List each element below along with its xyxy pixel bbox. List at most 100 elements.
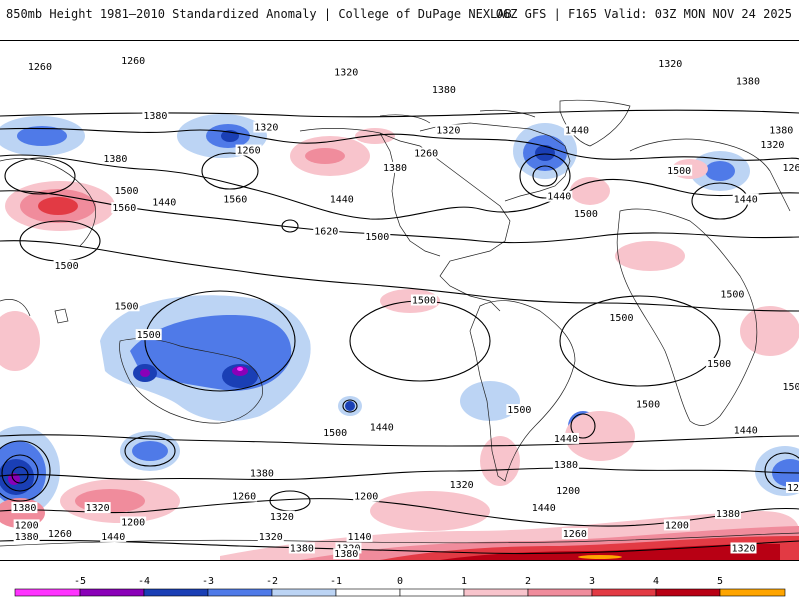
contour-label: 1260	[237, 146, 261, 157]
contour-label-bg	[313, 225, 340, 237]
contour-label: 1500	[636, 399, 660, 410]
contour-label-bg	[151, 196, 178, 208]
contour-label-bg	[410, 294, 437, 306]
contour-label: 1560	[223, 195, 247, 206]
contour-label: 1440	[554, 434, 578, 445]
colorbar-tick-label: 2	[525, 576, 531, 587]
contour-label-bg	[257, 530, 284, 542]
contour-label: 1320	[658, 59, 682, 70]
contour-label-bg	[786, 481, 799, 493]
contour-label: 1200	[121, 518, 145, 529]
contour-label-bg	[231, 490, 258, 502]
contour-label: 1500	[114, 301, 138, 312]
contour-label: 1440	[152, 197, 176, 208]
colorbar-swatch	[591, 588, 657, 597]
contour-label-bg	[448, 479, 475, 491]
colorbar-swatch	[719, 588, 786, 597]
contour-label-bg	[413, 147, 440, 159]
colorbar-swatch	[335, 588, 401, 597]
contour-label: 1500	[707, 359, 731, 370]
colorbar-tick-label: -5	[74, 576, 86, 587]
colorbar-swatch	[463, 588, 529, 597]
contour-labels: 1320 1320 1380 1260 1260 1380 1380 1320 1260 1380…	[11, 55, 799, 560]
contour-label: 1320	[86, 503, 110, 514]
contour-label: 1320	[254, 123, 278, 134]
contour-label: 1380	[554, 460, 578, 471]
colorbar-swatch	[79, 588, 145, 597]
contour-label: 1320	[270, 512, 294, 523]
contour-label-bg	[53, 259, 80, 271]
colorbar-swatch	[143, 588, 209, 597]
header: 850mb Height 1981–2010 Standardized Anom…	[0, 0, 800, 30]
contour-label: 1320	[436, 125, 460, 136]
contour-label-bg	[253, 121, 280, 133]
contour-label: 1320	[334, 68, 358, 79]
contour-label: 1380	[769, 125, 793, 136]
contour-label-bg	[368, 421, 395, 433]
contour-label: 1500	[323, 428, 347, 439]
contour-label-bg	[732, 193, 759, 205]
colorbar-swatches	[14, 588, 786, 597]
contour-label-bg	[288, 542, 315, 554]
contour-label-bg	[759, 138, 786, 150]
contour-label-bg	[235, 144, 262, 156]
contour-label: 1620	[314, 226, 338, 237]
contour-label-bg	[333, 66, 360, 78]
contour-label: 1380	[383, 163, 407, 174]
contour-label: 1260	[28, 62, 52, 73]
contour-label: 1260	[563, 529, 587, 540]
contour-label: 1440	[330, 195, 354, 206]
contour-label-bg	[546, 190, 573, 202]
contour-label-bg	[530, 502, 557, 514]
contour-label-bg	[102, 153, 129, 165]
contour-label-bg	[608, 311, 635, 323]
contour-label-bg	[768, 124, 795, 136]
coastlines	[0, 99, 799, 547]
colorbar-tick-label: 1	[461, 576, 467, 587]
colorbar-tick-label: 4	[653, 576, 659, 587]
colorbar-tick-label: 5	[717, 576, 723, 587]
contour-label-bg	[142, 109, 169, 121]
contour-label-bg	[364, 231, 391, 243]
contour-label: 1260	[121, 56, 145, 67]
contour-label: 1440	[532, 503, 556, 514]
map-title: 850mb Height 1981–2010 Standardized Anom…	[6, 7, 512, 21]
contour-label: 1380	[716, 509, 740, 520]
contour-label: 1500	[667, 166, 691, 177]
contour-label: 1200	[15, 520, 39, 531]
contour-label-bg	[333, 548, 360, 560]
contour-label: 1500	[137, 330, 161, 341]
model-run-info: 06Z GFS | F165 Valid: 03Z MON NOV 24 202…	[495, 7, 792, 21]
colorbar-swatch	[14, 588, 81, 597]
contour-label-bg	[506, 404, 533, 416]
contour-label: 1380	[15, 532, 39, 543]
contour-label-bg	[552, 458, 579, 470]
contour-label-bg	[430, 84, 457, 96]
contour-label: 1320	[731, 543, 755, 554]
contour-label-bg	[353, 490, 380, 502]
contour-label-bg	[714, 507, 741, 519]
contour-label: 1440	[734, 195, 758, 206]
contour-label: 1380	[334, 549, 358, 560]
contour-label-bg	[657, 58, 684, 70]
contour-label-bg	[46, 528, 73, 540]
contour-label-bg	[732, 424, 759, 436]
contour-label-bg	[111, 202, 138, 214]
map-panel[interactable]: 1320 1320 1380 1260 1260 1380 1380 1320 1260 1380…	[0, 40, 799, 561]
contour-label: 1260	[783, 163, 799, 174]
contour-label-bg	[268, 510, 295, 522]
colorbar: -5 -4 -3 -2 -1 0 1 2 3 4 5	[0, 570, 800, 600]
colorbar-swatch	[655, 588, 721, 597]
contour-label-bg	[635, 398, 662, 410]
contour-label: 1560	[112, 203, 136, 214]
contour-label-bg	[666, 164, 693, 176]
contour-label-bg	[555, 484, 582, 496]
colorbar-swatch	[527, 588, 593, 597]
contour-label-bg	[572, 208, 599, 219]
anomaly-map[interactable]: 1320 1320 1380 1260 1260 1380 1380 1320 1260 1380…	[0, 41, 799, 560]
colorbar-ticks: -5 -4 -3 -2 -1 0 1 2 3 4 5	[74, 576, 723, 587]
contour-label-bg	[11, 502, 38, 514]
contour-label: 1500	[365, 232, 389, 243]
contour-label: 1500	[609, 313, 633, 324]
contour-label: 1500	[783, 382, 799, 393]
